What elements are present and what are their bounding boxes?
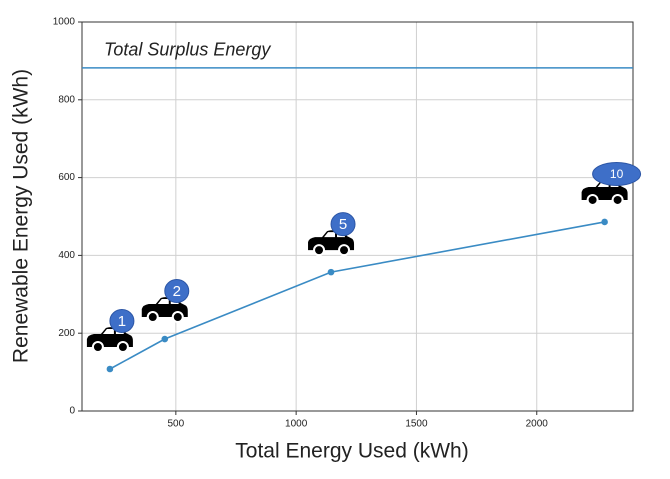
y-tick-label: 200 — [58, 328, 75, 339]
label-badge — [109, 308, 135, 333]
point-label: 2 — [173, 283, 181, 300]
data-point — [327, 268, 335, 276]
x-tick-label: 500 — [167, 419, 184, 430]
data-point — [601, 218, 608, 226]
x-tick-label: 2000 — [526, 419, 549, 430]
car-wheel — [313, 244, 326, 257]
surplus-label: Total Surplus Energy — [104, 40, 271, 60]
label-badge — [592, 161, 642, 186]
data-point — [106, 365, 114, 373]
y-axis-label: Renewable Energy Used (kWh) — [10, 69, 33, 363]
y-tick-label: 600 — [58, 172, 75, 183]
label-badge — [164, 279, 190, 304]
car-wheel — [91, 340, 104, 353]
x-axis-label: Total Energy Used (kWh) — [235, 440, 468, 463]
car-wheel — [338, 244, 351, 257]
car-wheel — [611, 193, 624, 206]
point-label: 10 — [610, 167, 624, 181]
y-tick-label: 1000 — [53, 17, 76, 28]
x-tick-label: 1000 — [285, 419, 308, 430]
car-icon — [86, 326, 133, 353]
point-label: 1 — [118, 313, 126, 330]
y-tick-label: 0 — [69, 406, 75, 417]
plot-frame — [81, 21, 634, 412]
car-wheel — [586, 193, 599, 206]
x-tick-label: 1500 — [405, 419, 428, 430]
car-wheel — [116, 340, 129, 353]
car-wheel — [171, 311, 184, 324]
y-tick-label: 400 — [58, 250, 75, 261]
car-wheel — [146, 311, 159, 324]
y-tick-label: 800 — [58, 94, 75, 105]
data-point — [161, 335, 169, 343]
point-label: 5 — [339, 216, 347, 233]
series-line — [109, 221, 605, 370]
label-badge — [330, 212, 356, 237]
